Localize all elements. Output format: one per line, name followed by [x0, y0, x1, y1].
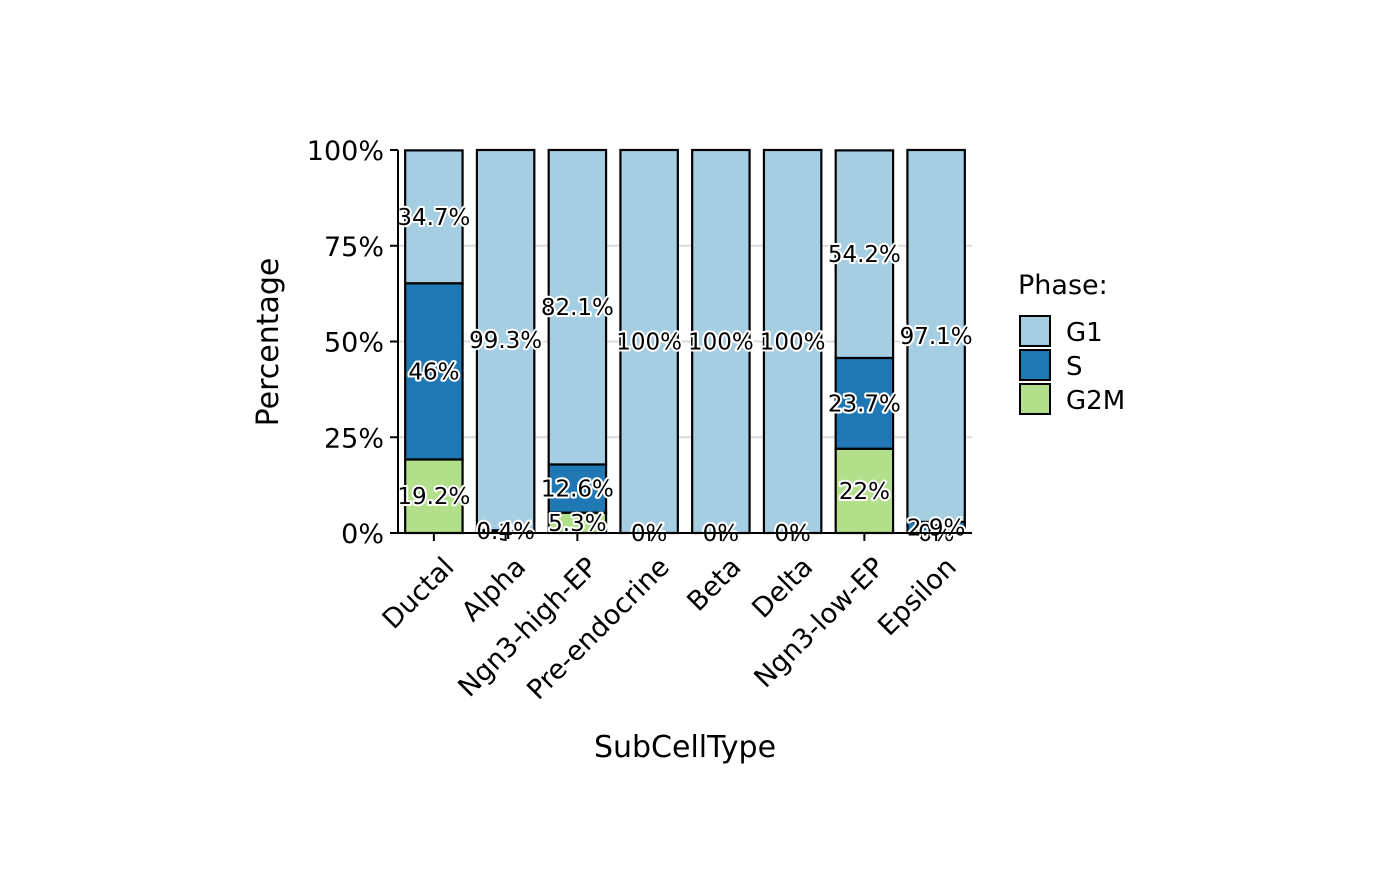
bar-g1-ngn3-low-ep	[834, 149, 895, 360]
data-label: 46%	[408, 359, 459, 385]
bar-g1-ductal	[404, 149, 464, 285]
y-tick-label: 75%	[324, 232, 384, 263]
bar-g1-delta	[762, 148, 823, 535]
data-label: 34.7%	[397, 205, 470, 231]
data-labels: 19.2%46%34.7%0.3%0.4%99.3%5.3%12.6%82.1%…	[395, 203, 974, 549]
bar-g1-pre-endocrine	[619, 148, 679, 535]
bar-g1-beta	[691, 148, 751, 535]
bar-g1-alpha	[475, 148, 536, 532]
data-label: 23.7%	[828, 391, 901, 417]
bar-g1-ngn3-high-ep	[547, 148, 608, 466]
data-label: 97.1%	[900, 324, 973, 350]
legend-label-g1: G1	[1066, 318, 1103, 348]
data-label: 19.2%	[397, 484, 470, 510]
bar-g2m-ductal	[404, 458, 464, 535]
bar-g1-epsilon	[906, 148, 966, 523]
data-label: 22%	[839, 479, 890, 505]
y-tick-label: 100%	[307, 136, 384, 167]
legend-swatch-g1	[1019, 315, 1051, 347]
legend-swatch-g2m	[1019, 383, 1051, 415]
data-label: 54.2%	[828, 242, 901, 268]
x-tick-label: Ductal	[377, 552, 461, 636]
x-tick-label: Beta	[681, 552, 747, 618]
x-axis-title: SubCellType	[594, 730, 776, 765]
bars	[404, 148, 966, 535]
y-axis: 0% 25% 50% 75% 100%	[307, 136, 399, 550]
data-label: 100%	[760, 330, 826, 356]
y-tick-label: 25%	[324, 423, 384, 454]
y-tick-label: 0%	[341, 519, 384, 550]
bar-s-ngn3-low-ep	[834, 356, 895, 450]
legend-swatch-s	[1019, 349, 1051, 381]
data-label: 100%	[688, 330, 754, 356]
x-tick-label: Epsilon	[872, 552, 962, 642]
legend-label-s: S	[1066, 352, 1083, 382]
data-label: 82.1%	[541, 295, 614, 321]
legend-title: Phase:	[1018, 270, 1108, 301]
y-axis-title: Percentage	[251, 258, 286, 427]
data-label: 99.3%	[469, 328, 542, 354]
y-tick-label: 50%	[324, 328, 384, 359]
data-label: 12.6%	[541, 477, 614, 503]
data-label: 100%	[616, 330, 682, 356]
legend: Phase: G1 S G2M	[1018, 270, 1125, 416]
legend-label-g2m: G2M	[1066, 386, 1125, 416]
